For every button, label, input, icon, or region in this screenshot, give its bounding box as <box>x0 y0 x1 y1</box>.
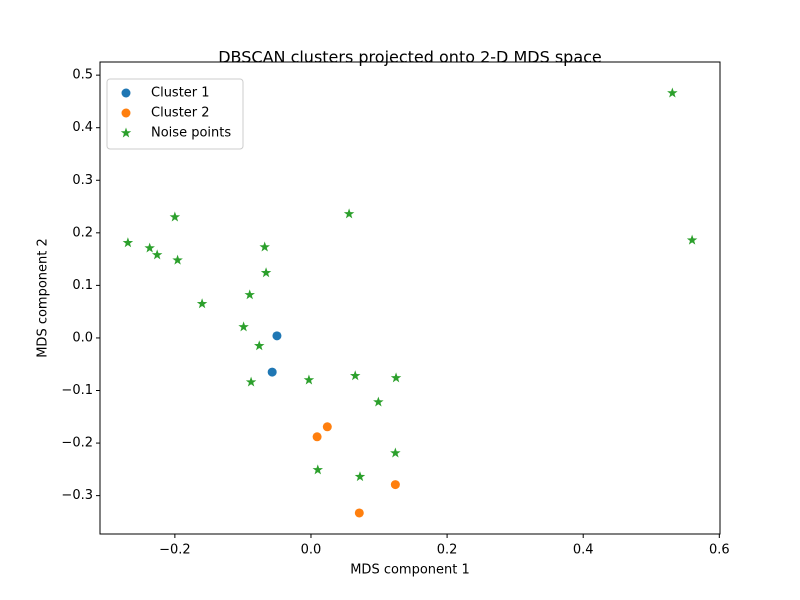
point <box>245 376 257 387</box>
y-tick-label: 0.5 <box>72 68 93 83</box>
legend-marker <box>120 127 132 138</box>
legend-box <box>106 78 244 150</box>
point <box>196 298 208 309</box>
y-tick-label: 0.0 <box>72 330 93 345</box>
point <box>343 208 355 219</box>
x-tick-label: 0.4 <box>573 543 594 558</box>
point <box>238 321 249 332</box>
y-axis-label: MDS component 2 <box>36 238 51 358</box>
point <box>151 249 163 260</box>
point <box>259 241 270 252</box>
legend-label: Noise points <box>151 126 231 141</box>
point <box>267 367 277 377</box>
point <box>122 237 134 248</box>
point <box>373 396 384 407</box>
point <box>390 372 402 383</box>
x-tick-label: 0.2 <box>437 543 458 558</box>
point <box>667 87 678 98</box>
point <box>260 267 272 278</box>
point <box>272 331 282 341</box>
point <box>144 242 155 253</box>
point <box>390 480 400 490</box>
legend-label: Cluster 2 <box>151 106 210 121</box>
y-tick-label: −0.3 <box>61 488 93 503</box>
point <box>244 289 255 300</box>
legend-marker <box>121 108 131 118</box>
point <box>172 254 183 265</box>
y-tick-label: 0.4 <box>72 120 93 135</box>
point <box>349 370 361 381</box>
y-tick-label: −0.2 <box>61 436 93 451</box>
y-tick-label: −0.1 <box>61 383 93 398</box>
x-axis-label: MDS component 1 <box>350 563 470 578</box>
point <box>312 464 324 475</box>
legend-marker <box>121 88 131 98</box>
point <box>354 508 364 518</box>
x-tick-label: 0.0 <box>301 543 322 558</box>
point <box>169 211 181 222</box>
point <box>322 422 332 432</box>
y-tick-label: 0.1 <box>72 278 93 293</box>
x-tick-label: −0.2 <box>159 543 191 558</box>
point <box>312 432 322 442</box>
legend-label: Cluster 1 <box>151 86 210 101</box>
plot-frame <box>99 61 721 535</box>
y-tick-label: 0.2 <box>72 225 93 240</box>
chart-title: DBSCAN clusters projected onto 2-D MDS s… <box>218 48 602 67</box>
point <box>303 374 315 385</box>
point <box>390 447 401 458</box>
x-tick-label: 0.6 <box>709 543 730 558</box>
point <box>354 471 366 482</box>
point <box>254 340 265 351</box>
point <box>686 234 698 245</box>
y-tick-label: 0.3 <box>72 173 93 188</box>
